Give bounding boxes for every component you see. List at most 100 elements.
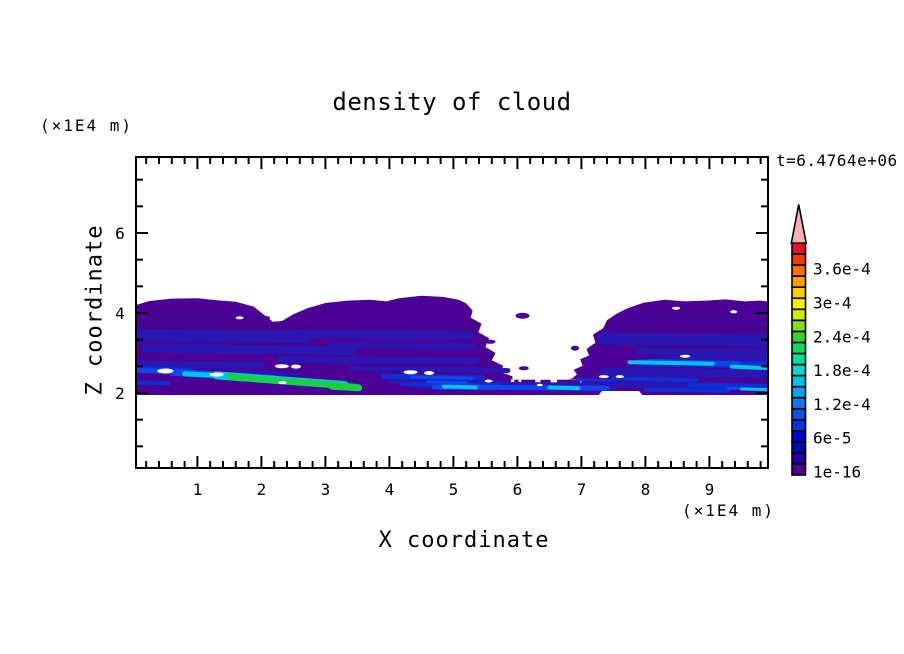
- density-band-dark-blue: [599, 367, 767, 379]
- colorbar-segment: [791, 407, 807, 421]
- cloud-fragment: [571, 345, 579, 351]
- density-band-dark-blue: [450, 366, 511, 374]
- cloud-hole: [484, 379, 493, 383]
- density-band-cyan: [739, 387, 767, 392]
- colorbar-segment: [791, 286, 807, 300]
- colorbar-tick-label: 3.6e-4: [813, 260, 871, 279]
- x-tick-label: 2: [257, 480, 267, 499]
- colorbar-tick-label: 6e-5: [813, 429, 852, 448]
- plot-frame: [135, 156, 769, 469]
- colorbar-segment: [791, 253, 807, 266]
- z-tick-label: 2: [115, 384, 125, 403]
- density-band-dark-blue: [141, 343, 356, 356]
- cloud-fragment: [471, 349, 480, 353]
- density-band-bright-blue: [410, 375, 475, 380]
- x-tick-label: 6: [513, 480, 523, 499]
- density-band-shade-dark-purple: [150, 315, 270, 321]
- colorbar: 3.6e-4 3e-4 2.4e-4 1.8e-4 1.2e-4 6e-5 1e-16: [790, 204, 871, 482]
- density-band-blue: [137, 380, 171, 386]
- density-band-dark-blue: [328, 342, 476, 350]
- colorbar-tick-label: 1e-16: [813, 463, 861, 482]
- density-band-blue: [611, 376, 699, 383]
- z-tick-label: 6: [115, 224, 125, 243]
- density-band-blue: [687, 382, 767, 390]
- plot-title: density of cloud: [332, 88, 572, 116]
- cloud-layer: [137, 295, 767, 395]
- colorbar-segment: [791, 242, 807, 255]
- density-band-shade-dark-purple: [637, 314, 744, 319]
- cloud-dash: [540, 379, 551, 384]
- z-tick-label: 4: [115, 304, 125, 323]
- cloud-fragment: [475, 362, 488, 368]
- density-band-shade-dark-purple: [137, 324, 470, 333]
- colorbar-segment: [791, 441, 807, 454]
- cloud-fragment: [518, 366, 529, 371]
- colorbar-segment: [791, 330, 807, 344]
- x-tick-label: 5: [449, 480, 459, 499]
- cloud-hole: [536, 383, 543, 387]
- ticks-layer: [137, 158, 767, 467]
- x-tick-label: 9: [705, 480, 715, 499]
- density-band-cyan: [441, 384, 478, 390]
- cloud-hole: [274, 364, 289, 369]
- colorbar-segment: [791, 341, 807, 355]
- x-axis-unit-label: (×1E4 m): [681, 501, 775, 520]
- density-band-blue: [576, 378, 619, 383]
- density-band-cyan: [627, 360, 715, 366]
- colorbar-segment: [791, 430, 807, 443]
- density-band-dark-blue: [635, 347, 767, 357]
- density-band-green: [328, 382, 363, 392]
- colorbar-segment: [791, 275, 807, 288]
- density-band-dark-blue: [137, 329, 313, 343]
- colorbar-tick-label: 1.8e-4: [813, 361, 871, 380]
- cloud-hole: [209, 372, 224, 377]
- density-band-dark-blue: [289, 329, 474, 340]
- density-band-cyan: [729, 364, 767, 371]
- x-tick-label: 8: [641, 480, 651, 499]
- cloud-hole: [403, 370, 418, 375]
- colorbar-tick-label: 1.2e-4: [813, 395, 871, 414]
- cloud-hole: [615, 375, 624, 379]
- density-band-bright-blue: [426, 380, 468, 385]
- cloud-hole: [598, 375, 609, 379]
- colorbar-segment: [791, 308, 807, 322]
- cloud-hole: [235, 316, 244, 320]
- density-band-shade-dark-purple: [610, 326, 767, 334]
- x-tick-label: 4: [385, 480, 395, 499]
- cloud-hole: [424, 371, 435, 375]
- density-band-dark-blue: [277, 355, 480, 365]
- colorbar-segment: [791, 319, 807, 333]
- colorbar-segment: [791, 352, 807, 366]
- cloud-dash: [557, 379, 581, 385]
- colorbar-overflow-arrow: [790, 204, 808, 244]
- density-band-dark-blue: [137, 360, 265, 369]
- cloud-hole: [680, 354, 691, 358]
- cloud-fragment: [515, 312, 530, 319]
- density-band-dark-blue: [655, 355, 767, 362]
- colorbar-segment: [791, 452, 807, 465]
- colorbar-segment: [791, 418, 807, 432]
- colorbar-segment: [791, 297, 807, 311]
- density-band-dark-blue: [597, 332, 767, 347]
- cloud-dash: [583, 379, 591, 384]
- cloud-hole: [672, 306, 681, 310]
- colorbar-segment: [791, 264, 807, 277]
- cloud-hole: [278, 381, 287, 385]
- x-axis-title: X coordinate: [378, 528, 550, 553]
- density-band-cyan: [547, 385, 581, 391]
- density-band-blue: [643, 387, 731, 393]
- x-tick-label: 7: [577, 480, 587, 499]
- colorbar-tick-label: 3e-4: [813, 294, 852, 313]
- colorbar-segment: [791, 374, 807, 388]
- colorbar-segment: [791, 385, 807, 399]
- cloud-hole: [157, 368, 174, 374]
- x-tick-label: 1: [193, 480, 203, 499]
- colorbar-tick-label: 2.4e-4: [813, 327, 871, 346]
- cloud-hole: [290, 364, 301, 369]
- colorbar-segment: [791, 363, 807, 377]
- x-tick-label: 3: [321, 480, 331, 499]
- cloud-fragment: [485, 339, 496, 344]
- time-annotation: t=6.4764e+06: [776, 151, 898, 170]
